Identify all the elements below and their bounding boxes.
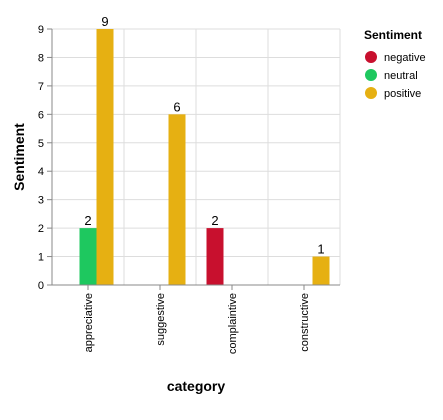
bar-negative <box>206 228 224 285</box>
legend-label-negative: negative <box>384 52 426 64</box>
bar-value-label: 2 <box>84 213 91 228</box>
legend-swatch-positive <box>365 87 377 99</box>
bar-value-label: 9 <box>101 14 108 29</box>
y-tick-label: 0 <box>38 280 44 292</box>
y-tick-label: 6 <box>38 109 44 121</box>
bar-value-label: 6 <box>173 99 180 114</box>
bar-neutral <box>79 228 97 285</box>
y-tick-label: 2 <box>38 223 44 235</box>
x-axis-title: category <box>167 378 226 394</box>
x-tick-label: complaintive <box>227 293 239 354</box>
legend: Sentiment negative neutral positive <box>364 28 426 100</box>
legend-label-neutral: neutral <box>384 70 418 82</box>
legend-title: Sentiment <box>364 28 422 42</box>
y-tick-label: 3 <box>38 195 44 207</box>
bar-value-label: 1 <box>317 242 324 257</box>
y-tick-label: 7 <box>38 81 44 93</box>
y-tick-label: 8 <box>38 52 44 64</box>
axes: 0 1 2 3 4 5 6 7 8 9 appreciative suggestive complain… <box>38 24 340 354</box>
bar-positive <box>96 29 114 285</box>
x-tick-label: constructive <box>299 293 311 352</box>
x-tick-label: appreciative <box>83 293 95 352</box>
y-tick-label: 4 <box>38 166 44 178</box>
legend-label-positive: positive <box>384 88 421 100</box>
y-axis-title: Sentiment <box>11 123 27 191</box>
y-tick-label: 5 <box>38 138 44 150</box>
data-labels: 2 9 6 2 1 <box>84 14 324 257</box>
bar-value-label: 2 <box>211 213 218 228</box>
bar-positive <box>168 114 186 285</box>
legend-swatch-negative <box>365 51 377 63</box>
y-tick-label: 9 <box>38 24 44 36</box>
bars <box>79 29 330 285</box>
bar-positive <box>312 256 330 285</box>
x-tick-label: suggestive <box>155 293 167 346</box>
legend-swatch-neutral <box>365 69 377 81</box>
y-tick-label: 1 <box>38 252 44 264</box>
